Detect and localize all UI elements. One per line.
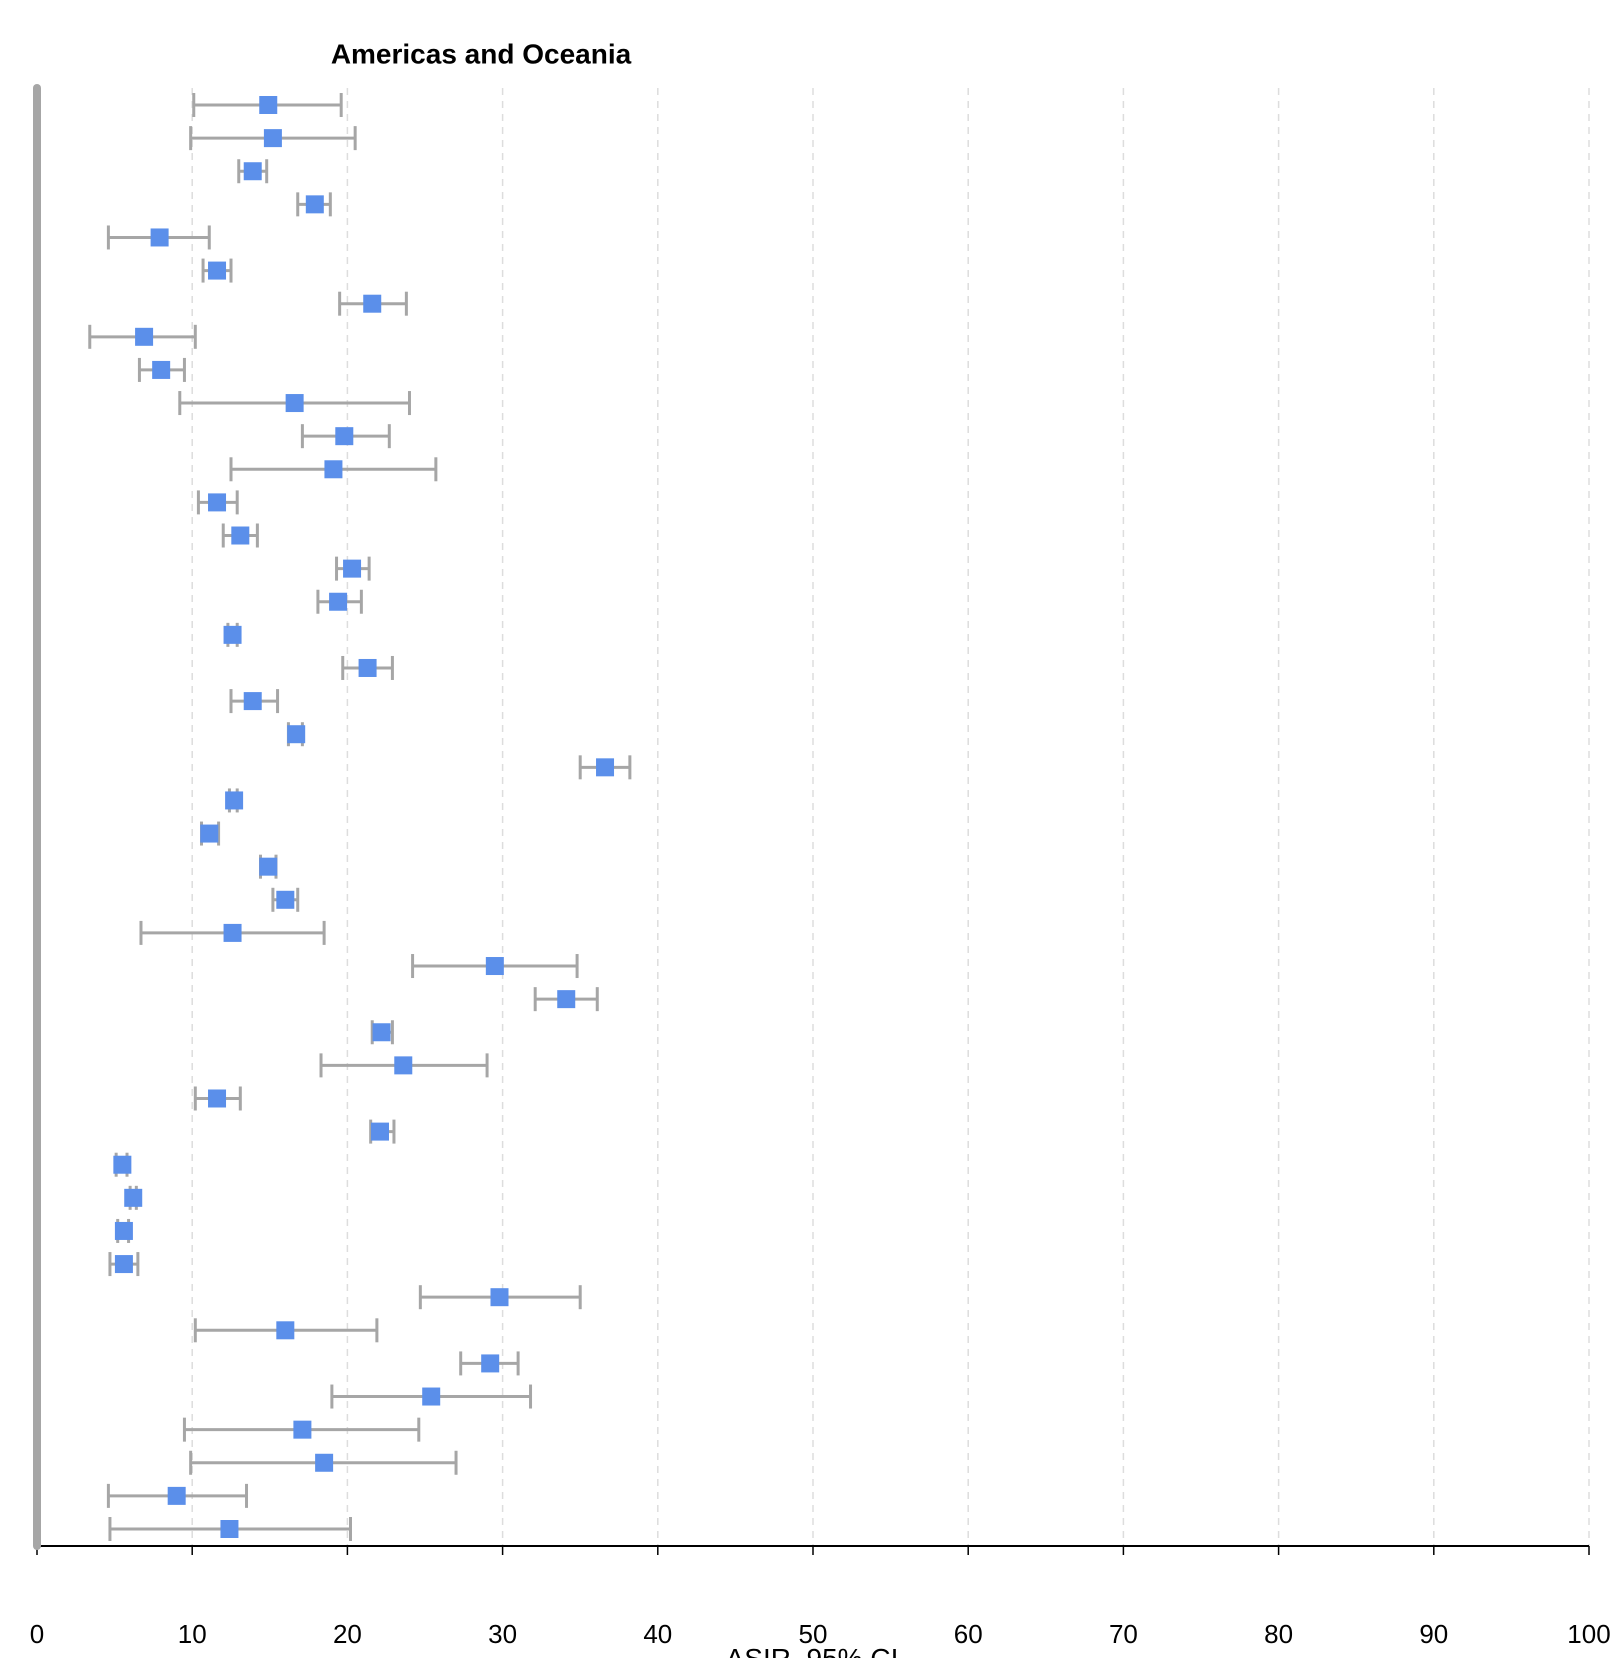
point — [225, 791, 244, 810]
point — [259, 96, 278, 114]
point — [287, 725, 306, 744]
point — [208, 1089, 227, 1108]
x-tick-label: 30 — [488, 1619, 517, 1649]
point — [223, 625, 242, 644]
point — [135, 327, 154, 346]
x-tick-label: 60 — [954, 1619, 983, 1649]
x-tick-label: 40 — [643, 1619, 672, 1649]
x-tick-label: 0 — [30, 1619, 44, 1649]
point — [114, 1255, 133, 1274]
point — [481, 1354, 500, 1373]
point — [231, 526, 250, 545]
point — [167, 1486, 186, 1505]
point — [150, 228, 169, 247]
point — [208, 261, 227, 280]
point — [490, 1288, 509, 1307]
point — [200, 824, 219, 843]
point — [372, 1023, 391, 1042]
x-tick-label: 50 — [799, 1619, 828, 1649]
x-tick-label: 20 — [333, 1619, 362, 1649]
point — [335, 427, 354, 446]
point — [394, 1056, 413, 1075]
point — [422, 1387, 441, 1406]
point — [220, 1520, 239, 1538]
point — [113, 1155, 132, 1174]
x-tick-label: 70 — [1109, 1619, 1138, 1649]
point — [363, 294, 382, 313]
point — [324, 460, 343, 479]
point — [259, 857, 278, 876]
point — [315, 1453, 334, 1472]
x-tick-label: 90 — [1419, 1619, 1448, 1649]
x-tick-label: 10 — [178, 1619, 207, 1649]
point — [263, 129, 282, 148]
point — [557, 990, 576, 1009]
point — [358, 658, 377, 677]
point — [293, 1420, 312, 1439]
point — [243, 162, 262, 181]
point — [276, 890, 295, 909]
point — [485, 957, 504, 976]
point — [152, 360, 171, 379]
x-tick-label: 80 — [1264, 1619, 1293, 1649]
point — [596, 758, 615, 777]
point — [329, 592, 348, 611]
point — [124, 1188, 143, 1207]
point — [276, 1321, 295, 1340]
chart-title: Americas and Oceania — [331, 38, 632, 69]
point — [343, 559, 362, 578]
point — [370, 1122, 389, 1141]
point — [305, 195, 324, 214]
point — [208, 493, 227, 512]
point — [243, 692, 262, 711]
point — [285, 394, 304, 413]
x-tick-label: 100 — [1567, 1619, 1610, 1649]
x-axis-label: ASIR, 95% CI — [726, 1643, 899, 1658]
point — [114, 1221, 133, 1240]
point — [223, 923, 242, 942]
